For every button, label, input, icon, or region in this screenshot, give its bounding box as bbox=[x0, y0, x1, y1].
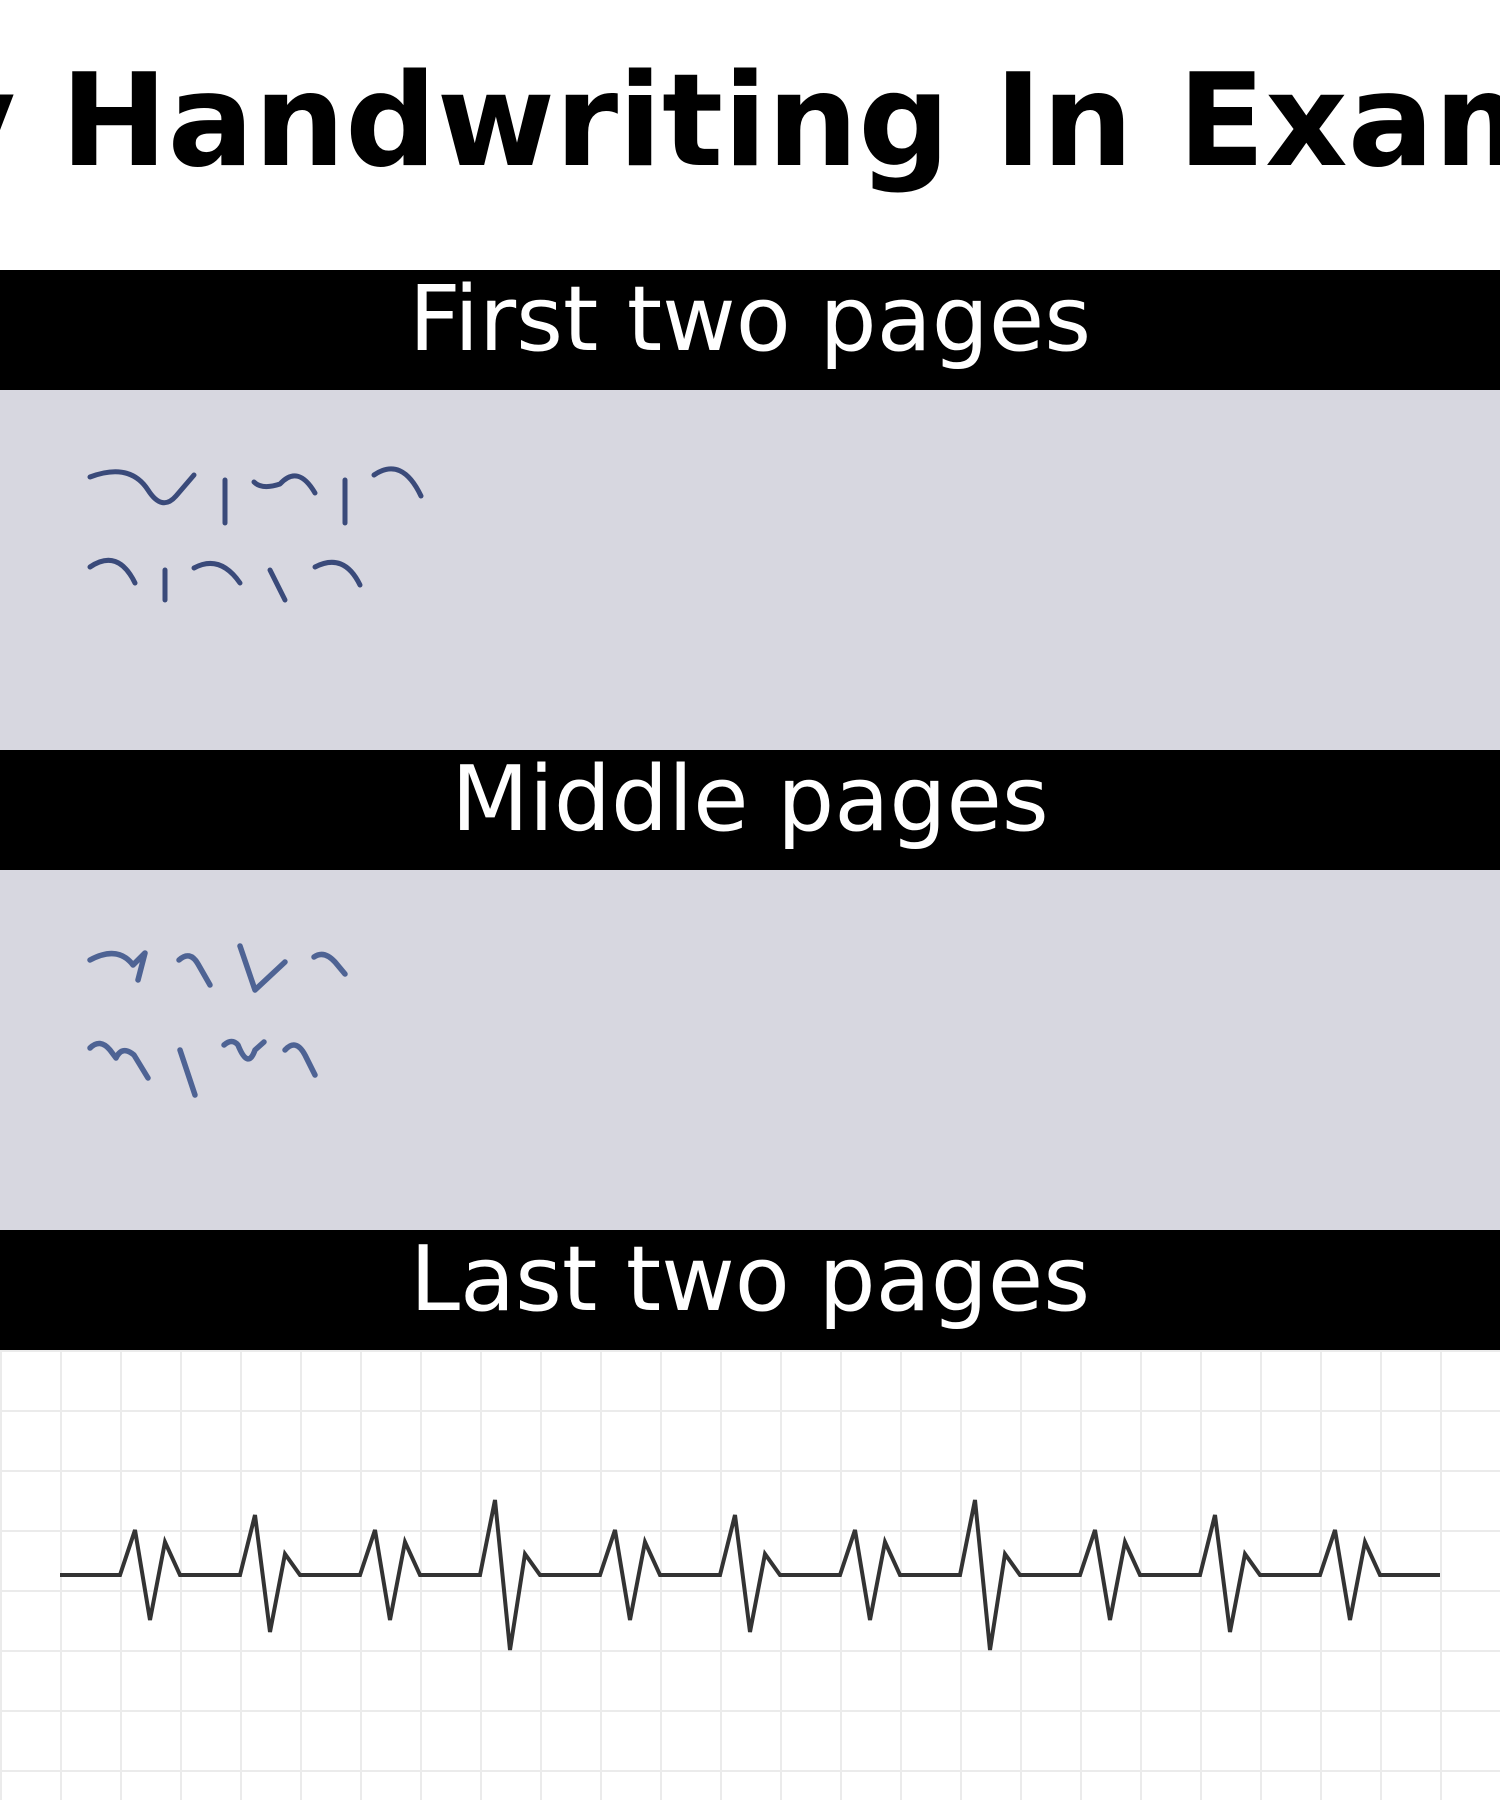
section-header-middle: Middle pages bbox=[0, 750, 1500, 870]
section-header-last: Last two pages bbox=[0, 1230, 1500, 1350]
messy-scribble-icon bbox=[87, 943, 348, 1098]
neat-scribble-icon bbox=[87, 466, 424, 603]
page-title: y Handwriting In Exam bbox=[0, 47, 1500, 196]
section-header-first: First two pages bbox=[0, 270, 1500, 390]
section-panel-middle bbox=[0, 870, 1500, 1230]
grid-panel-last bbox=[0, 1350, 1500, 1800]
heartbeat-line-icon bbox=[60, 1499, 1440, 1651]
section-panel-first bbox=[0, 390, 1500, 750]
title-area: y Handwriting In Exam bbox=[0, 0, 1500, 270]
